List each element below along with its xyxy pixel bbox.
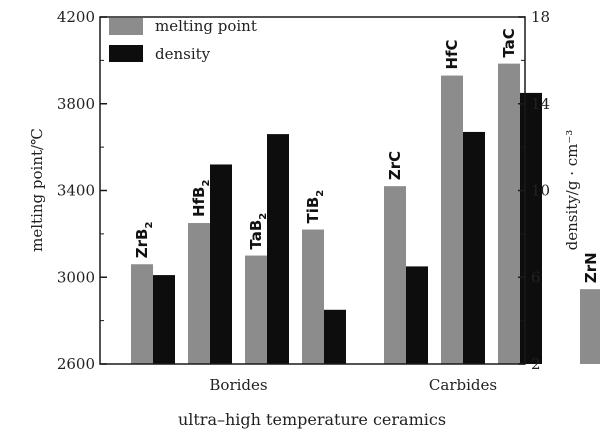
y-right-tick-label-6: 6 <box>531 268 541 286</box>
material-label-tib2: TiB2 <box>304 190 326 224</box>
material-label-tab2: TaB2 <box>247 213 269 250</box>
material-label-zrn-name: ZrN <box>582 252 600 283</box>
material-label-hfb2: HfB2 <box>190 180 212 218</box>
material-label-zrc: ZrC <box>386 151 404 180</box>
y-right-tick-label-2: 2 <box>531 355 541 373</box>
y-left-tick-label-4200: 4200 <box>57 8 95 26</box>
x-axis-label: ultra–high temperature ceramics <box>178 410 446 429</box>
bar-melting-point-hfb2 <box>188 223 210 364</box>
bar-density-zrb2 <box>153 275 175 364</box>
y-left-tick-label-2600: 2600 <box>57 355 95 373</box>
y-right-tick-label-10: 10 <box>531 182 550 200</box>
material-label-zrn: ZrN <box>582 252 600 283</box>
group-label-carbides: Carbides <box>429 376 497 394</box>
material-label-tab2-name: TaB <box>247 220 265 250</box>
material-label-zrb2-subscript: 2 <box>144 222 155 229</box>
y-right-tick-label-14: 14 <box>531 95 550 113</box>
material-label-hfb2-subscript: 2 <box>201 180 212 187</box>
material-label-tac: TaC <box>500 28 518 57</box>
bar-melting-point-hfc <box>441 75 463 365</box>
legend-swatch-melting-point <box>109 18 143 35</box>
bar-melting-point-tib2 <box>302 229 324 364</box>
y-left-tick-label-3400: 3400 <box>57 182 95 200</box>
y-right-tick-label-18: 18 <box>531 8 550 26</box>
material-label-zrb2: ZrB2 <box>133 222 155 259</box>
legend-label-melting-point: melting point <box>155 17 257 35</box>
bar-density-tab2 <box>267 134 289 364</box>
bar-melting-point-zrb2 <box>131 264 153 364</box>
material-label-zrc-name: ZrC <box>386 151 404 180</box>
material-label-tib2-subscript: 2 <box>315 190 326 197</box>
bar-melting-point-zrc <box>384 186 406 364</box>
legend-swatch-density <box>109 45 143 62</box>
material-label-hfb2-name: HfB <box>190 187 208 218</box>
bar-melting-point-tac <box>498 63 520 365</box>
bar-density-hfc <box>463 131 485 364</box>
legend: melting point density <box>109 17 257 63</box>
bar-density-tib2 <box>324 309 346 364</box>
bar-melting-point-zrn <box>580 289 600 364</box>
material-label-hfc-name: HfC <box>443 39 461 69</box>
bar-density-tac <box>520 92 542 364</box>
material-label-zrb2-name: ZrB <box>133 229 151 259</box>
material-label-tac-name: TaC <box>500 28 518 57</box>
group-label-borides: Borides <box>209 376 267 394</box>
material-label-hfc: HfC <box>443 39 461 69</box>
bar-density-zrc <box>406 266 428 364</box>
bar-melting-point-tab2 <box>245 255 267 364</box>
material-label-tab2-subscript: 2 <box>258 213 269 220</box>
bar-density-hfb2 <box>210 164 232 364</box>
y-left-tick-label-3000: 3000 <box>57 268 95 286</box>
y-left-tick-label-3800: 3800 <box>57 95 95 113</box>
material-label-tib2-name: TiB <box>304 197 322 224</box>
y-axis-left-label: melting point/℃ <box>28 128 46 252</box>
ticks-layer: 2600 3000 3400 3800 4200 2 6 10 14 18 <box>57 8 550 373</box>
legend-label-density: density <box>155 45 211 63</box>
y-axis-right-label: density/g · cm⁻³ <box>563 130 581 251</box>
